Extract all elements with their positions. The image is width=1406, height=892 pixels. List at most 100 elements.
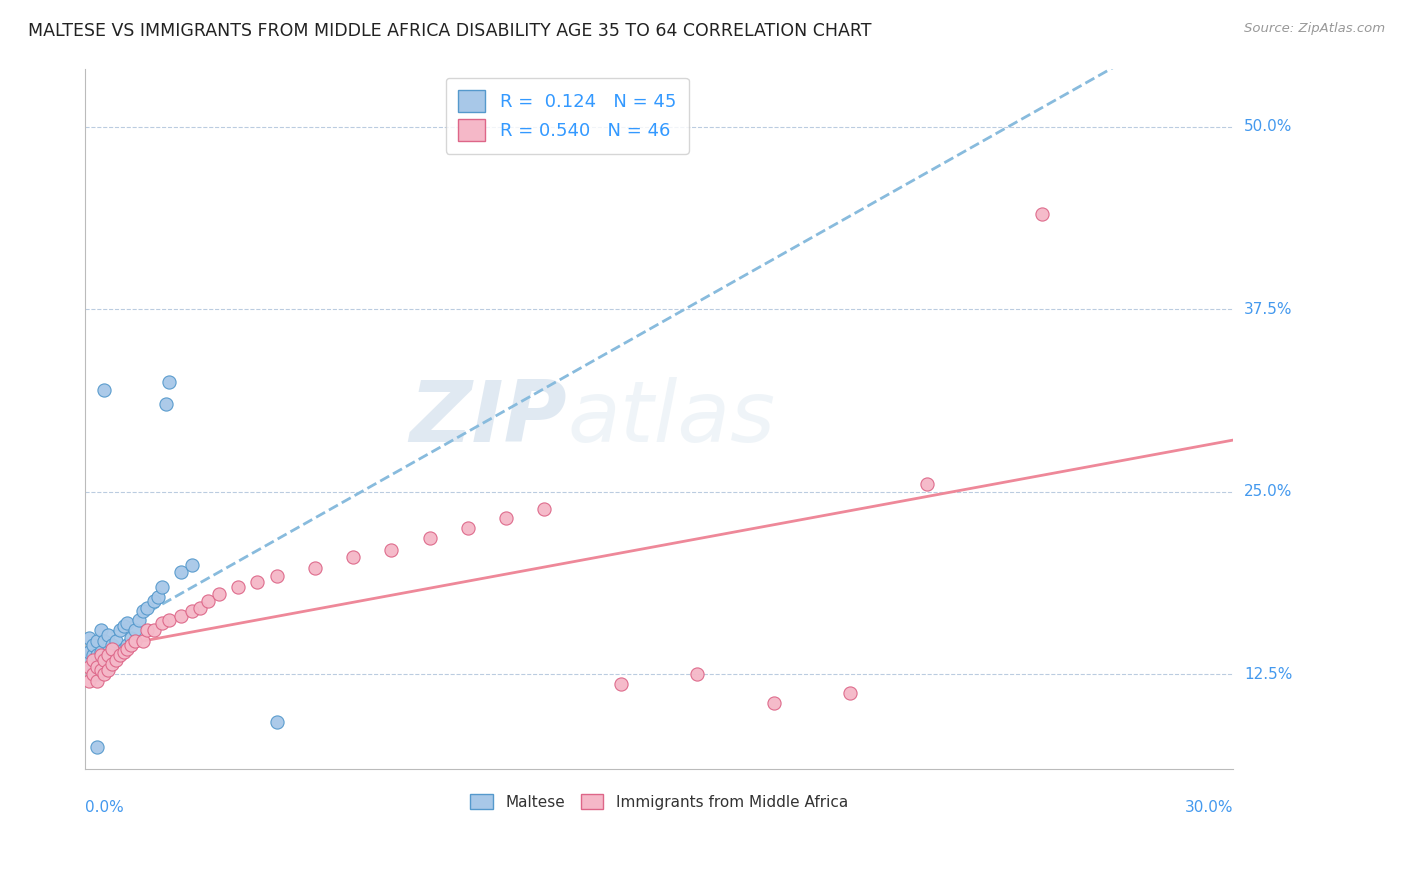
Point [82, 657, 104, 671]
Text: 50.0%: 50.0% [1244, 120, 1292, 135]
Point [86, 674, 108, 689]
Point [135, 601, 157, 615]
Point [686, 667, 709, 681]
Text: MALTESE VS IMMIGRANTS FROM MIDDLE AFRICA DISABILITY AGE 35 TO 64 CORRELATION CHA: MALTESE VS IMMIGRANTS FROM MIDDLE AFRICA… [28, 22, 872, 40]
Point [610, 677, 633, 691]
Point [82, 667, 104, 681]
Point [762, 696, 785, 710]
Point [128, 613, 150, 627]
Point [181, 558, 204, 572]
Point [86, 633, 108, 648]
Point [146, 590, 169, 604]
Point [108, 624, 131, 638]
Point [143, 594, 166, 608]
Point [82, 663, 104, 677]
Point [181, 604, 204, 618]
Point [457, 521, 479, 535]
Point [77, 674, 100, 689]
Point [93, 633, 115, 648]
Point [112, 619, 135, 633]
Point [104, 633, 127, 648]
Point [117, 638, 139, 652]
Point [208, 587, 231, 601]
Point [839, 686, 862, 700]
Text: 37.5%: 37.5% [1244, 301, 1292, 317]
Text: 25.0%: 25.0% [1244, 484, 1292, 500]
Point [86, 660, 108, 674]
Point [86, 648, 108, 663]
Text: 30.0%: 30.0% [1184, 799, 1233, 814]
Point [131, 633, 153, 648]
Point [77, 631, 100, 645]
Point [101, 638, 124, 652]
Point [90, 657, 112, 671]
Point [188, 601, 211, 615]
Text: 12.5%: 12.5% [1244, 666, 1292, 681]
Point [380, 543, 402, 558]
Point [915, 477, 938, 491]
Point [197, 594, 219, 608]
Point [155, 397, 177, 411]
Point [97, 663, 120, 677]
Legend: R =  0.124   N = 45, R = 0.540   N = 46: R = 0.124 N = 45, R = 0.540 N = 46 [446, 78, 689, 154]
Point [93, 383, 115, 397]
Point [104, 648, 127, 663]
Point [170, 608, 193, 623]
Point [82, 648, 104, 663]
Point [124, 633, 146, 648]
Point [112, 642, 135, 657]
Text: ZIP: ZIP [409, 377, 567, 460]
Point [150, 616, 173, 631]
Point [108, 648, 131, 663]
Text: Source: ZipAtlas.com: Source: ZipAtlas.com [1244, 22, 1385, 36]
Point [82, 638, 104, 652]
Point [93, 667, 115, 681]
Point [228, 580, 250, 594]
Point [117, 642, 139, 657]
Point [143, 624, 166, 638]
Point [246, 575, 269, 590]
Point [77, 660, 100, 674]
Point [120, 631, 142, 645]
Text: 0.0%: 0.0% [86, 799, 124, 814]
Point [135, 624, 157, 638]
Point [82, 652, 104, 666]
Point [77, 652, 100, 666]
Point [97, 645, 120, 659]
Point [90, 663, 112, 677]
Point [104, 652, 127, 666]
Point [124, 624, 146, 638]
Point [342, 550, 364, 565]
Point [131, 604, 153, 618]
Point [108, 645, 131, 659]
Point [86, 660, 108, 674]
Point [150, 580, 173, 594]
Point [117, 616, 139, 631]
Point [495, 511, 517, 525]
Point [93, 652, 115, 666]
Point [170, 565, 193, 579]
Point [93, 663, 115, 677]
Point [1031, 207, 1053, 221]
Point [533, 502, 555, 516]
Point [86, 667, 108, 681]
Text: atlas: atlas [567, 377, 775, 460]
Point [97, 648, 120, 663]
Point [112, 645, 135, 659]
Point [266, 569, 288, 583]
Point [77, 645, 100, 659]
Point [97, 660, 120, 674]
Point [90, 648, 112, 663]
Point [159, 613, 181, 627]
Point [101, 652, 124, 666]
Point [419, 532, 441, 546]
Point [86, 740, 108, 755]
Point [266, 715, 288, 730]
Point [159, 376, 181, 390]
Point [90, 645, 112, 659]
Point [101, 657, 124, 671]
Point [97, 628, 120, 642]
Point [90, 624, 112, 638]
Point [93, 652, 115, 666]
Point [304, 560, 326, 574]
